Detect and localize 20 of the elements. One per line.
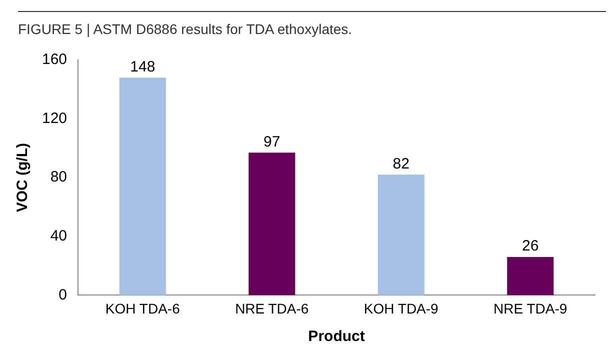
y-tick-label: 80 xyxy=(50,168,68,186)
x-tick-label: NRE TDA-9 xyxy=(494,300,568,316)
bar xyxy=(119,78,166,296)
bar xyxy=(378,174,424,296)
data-label: 148 xyxy=(130,58,156,76)
x-tick-label: NRE TDA-6 xyxy=(235,300,309,316)
y-tick-label: 40 xyxy=(50,228,68,245)
bar xyxy=(507,256,554,296)
y-axis-title: VOC (g/L) xyxy=(14,143,32,212)
y-tick-label: 0 xyxy=(58,286,68,304)
x-axis-title: Product xyxy=(308,328,365,346)
data-label: 82 xyxy=(392,155,410,172)
x-tick-label: KOH TDA-9 xyxy=(364,300,439,316)
y-tick-label: 160 xyxy=(42,51,68,68)
chart-title: FIGURE 5 | ASTM D6886 results for TDA ethoxylates. xyxy=(18,21,352,37)
bar xyxy=(248,152,296,296)
data-label: 97 xyxy=(264,133,280,150)
data-label: 26 xyxy=(522,238,539,255)
y-tick-label: 120 xyxy=(42,110,68,127)
x-tick-label: KOH TDA-6 xyxy=(105,300,180,316)
